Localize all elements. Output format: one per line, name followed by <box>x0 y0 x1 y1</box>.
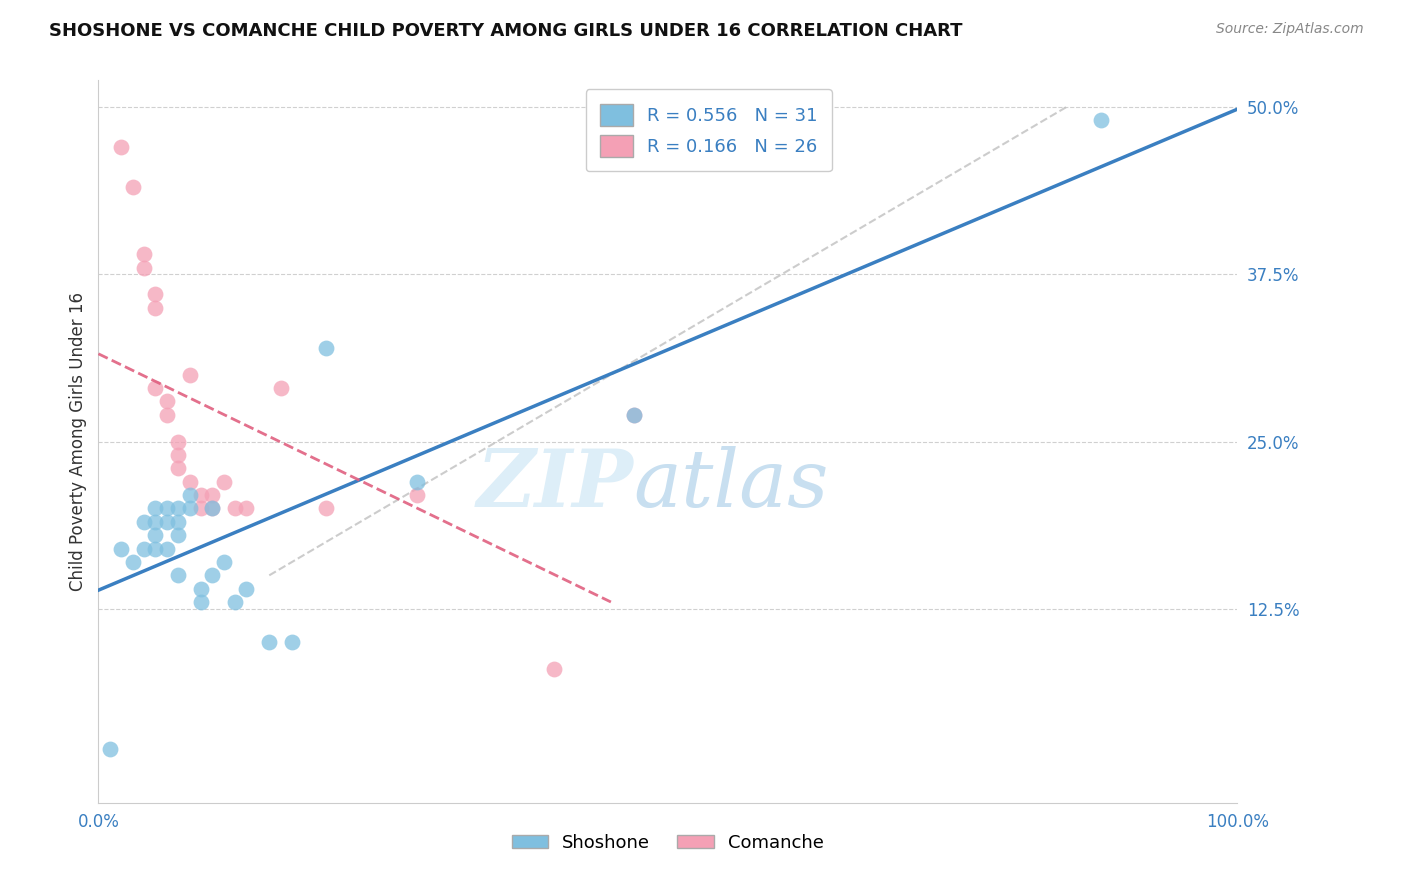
Point <box>212 475 235 489</box>
Point <box>543 662 565 676</box>
Point <box>156 501 179 516</box>
Point <box>623 408 645 422</box>
Point <box>1090 113 1112 128</box>
Text: Source: ZipAtlas.com: Source: ZipAtlas.com <box>1216 22 1364 37</box>
Point <box>190 501 212 516</box>
Point <box>235 501 257 516</box>
Point <box>190 595 212 609</box>
Point <box>121 180 143 194</box>
Point <box>224 501 246 516</box>
Point <box>156 408 179 422</box>
Point <box>145 501 167 516</box>
Point <box>224 595 246 609</box>
Point <box>110 541 132 556</box>
Point <box>623 408 645 422</box>
Point <box>145 381 167 395</box>
Point <box>167 448 190 462</box>
Point <box>201 568 224 582</box>
Point <box>270 381 292 395</box>
Text: SHOSHONE VS COMANCHE CHILD POVERTY AMONG GIRLS UNDER 16 CORRELATION CHART: SHOSHONE VS COMANCHE CHILD POVERTY AMONG… <box>49 22 963 40</box>
Point <box>132 260 155 275</box>
Point <box>406 488 429 502</box>
Point <box>259 635 281 649</box>
Point <box>156 541 179 556</box>
Point <box>315 341 337 355</box>
Point <box>167 434 190 449</box>
Point <box>156 394 179 409</box>
Legend: Shoshone, Comanche: Shoshone, Comanche <box>505 826 831 859</box>
Point <box>281 635 304 649</box>
Point <box>110 140 132 154</box>
Point <box>98 742 121 756</box>
Text: atlas: atlas <box>634 446 830 524</box>
Point <box>190 582 212 596</box>
Point <box>167 568 190 582</box>
Point <box>145 287 167 301</box>
Point <box>132 515 155 529</box>
Point <box>167 501 190 516</box>
Point <box>132 541 155 556</box>
Point <box>121 555 143 569</box>
Point <box>201 488 224 502</box>
Point <box>156 515 179 529</box>
Point <box>167 528 190 542</box>
Point <box>179 475 201 489</box>
Point <box>179 368 201 382</box>
Text: ZIP: ZIP <box>477 446 634 524</box>
Point <box>132 247 155 261</box>
Point <box>190 488 212 502</box>
Point <box>145 528 167 542</box>
Point <box>145 541 167 556</box>
Point <box>235 582 257 596</box>
Point <box>145 301 167 315</box>
Point <box>201 501 224 516</box>
Point <box>179 488 201 502</box>
Point <box>145 515 167 529</box>
Point <box>315 501 337 516</box>
Point <box>167 515 190 529</box>
Point <box>167 461 190 475</box>
Point <box>212 555 235 569</box>
Point <box>406 475 429 489</box>
Y-axis label: Child Poverty Among Girls Under 16: Child Poverty Among Girls Under 16 <box>69 292 87 591</box>
Point <box>201 501 224 516</box>
Point <box>179 501 201 516</box>
